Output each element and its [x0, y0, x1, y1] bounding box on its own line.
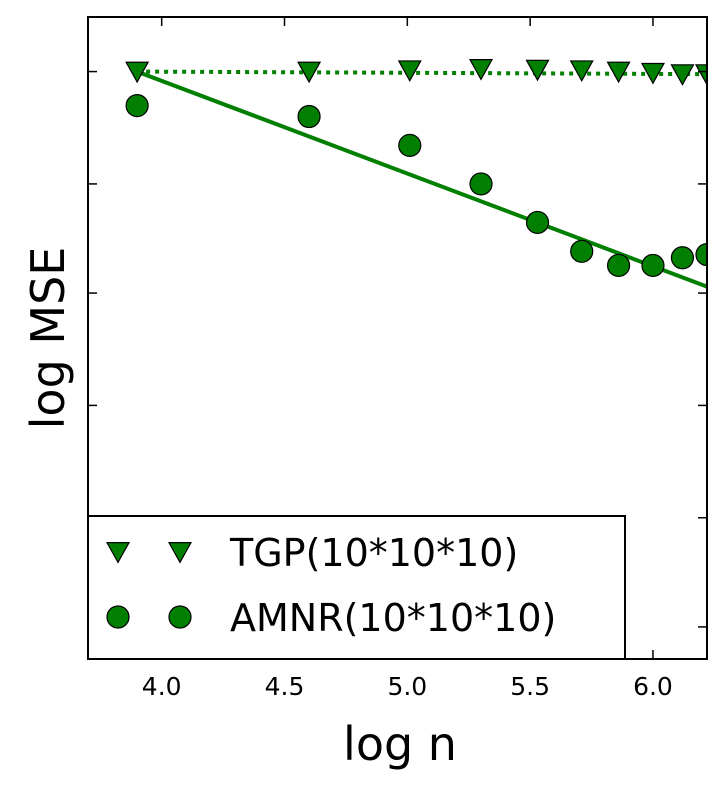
legend-box — [87, 515, 626, 660]
x-tick-label: 4.0 — [142, 672, 182, 701]
tgp-point — [468, 59, 494, 81]
tgp-point — [640, 62, 665, 85]
amnr-point — [670, 246, 695, 270]
tgp-point — [569, 60, 594, 82]
amnr-point — [525, 210, 550, 235]
tgp-point — [125, 61, 150, 84]
tgp-point — [397, 60, 422, 82]
amnr-point — [695, 242, 707, 267]
tgp-point — [525, 59, 550, 82]
amnr-point — [125, 93, 149, 118]
y-axis-label: log MSE — [21, 247, 75, 430]
amnr-fit-line — [136, 69, 707, 289]
legend-marker-tgp — [167, 542, 193, 564]
legend-label-amnr: AMNR(10*10*10) — [230, 596, 556, 640]
amnr-point — [398, 133, 422, 157]
tgp-point — [694, 64, 707, 86]
x-tick-label: 4.5 — [265, 672, 305, 701]
tgp-point — [670, 64, 695, 86]
legend: TGP(10*10*10) AMNR(10*10*10) — [87, 515, 626, 660]
x-tick-label: 5.5 — [510, 672, 550, 701]
amnr-point — [469, 172, 493, 196]
amnr-point — [297, 104, 321, 129]
legend-label-tgp: TGP(10*10*10) — [229, 531, 518, 575]
amnr-point — [606, 253, 631, 278]
tgp-point — [606, 61, 631, 84]
amnr-point — [641, 253, 665, 278]
x-tick-label: 5.0 — [387, 672, 427, 701]
x-axis-label: log n — [343, 717, 457, 771]
legend-marker-amnr — [168, 605, 192, 629]
x-tick-label: 6.0 — [633, 672, 673, 701]
plot-area — [125, 59, 707, 289]
tgp-point — [297, 61, 322, 84]
legend-marker-amnr — [106, 605, 130, 629]
amnr-point — [570, 239, 594, 263]
legend-marker-tgp — [105, 542, 131, 564]
